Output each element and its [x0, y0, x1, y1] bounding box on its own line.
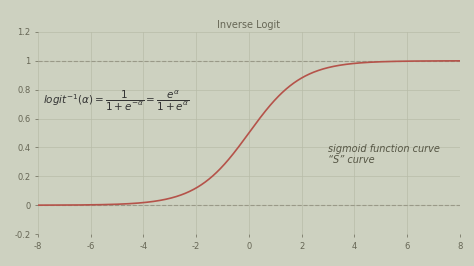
Text: $logit^{-1}(\alpha) = \dfrac{1}{1+e^{-\alpha}} = \dfrac{e^{\alpha}}{1+e^{\alpha}: $logit^{-1}(\alpha) = \dfrac{1}{1+e^{-\a… [43, 89, 190, 113]
Title: Inverse Logit: Inverse Logit [217, 20, 281, 30]
Text: sigmoid function curve
“S” curve: sigmoid function curve “S” curve [328, 144, 440, 165]
